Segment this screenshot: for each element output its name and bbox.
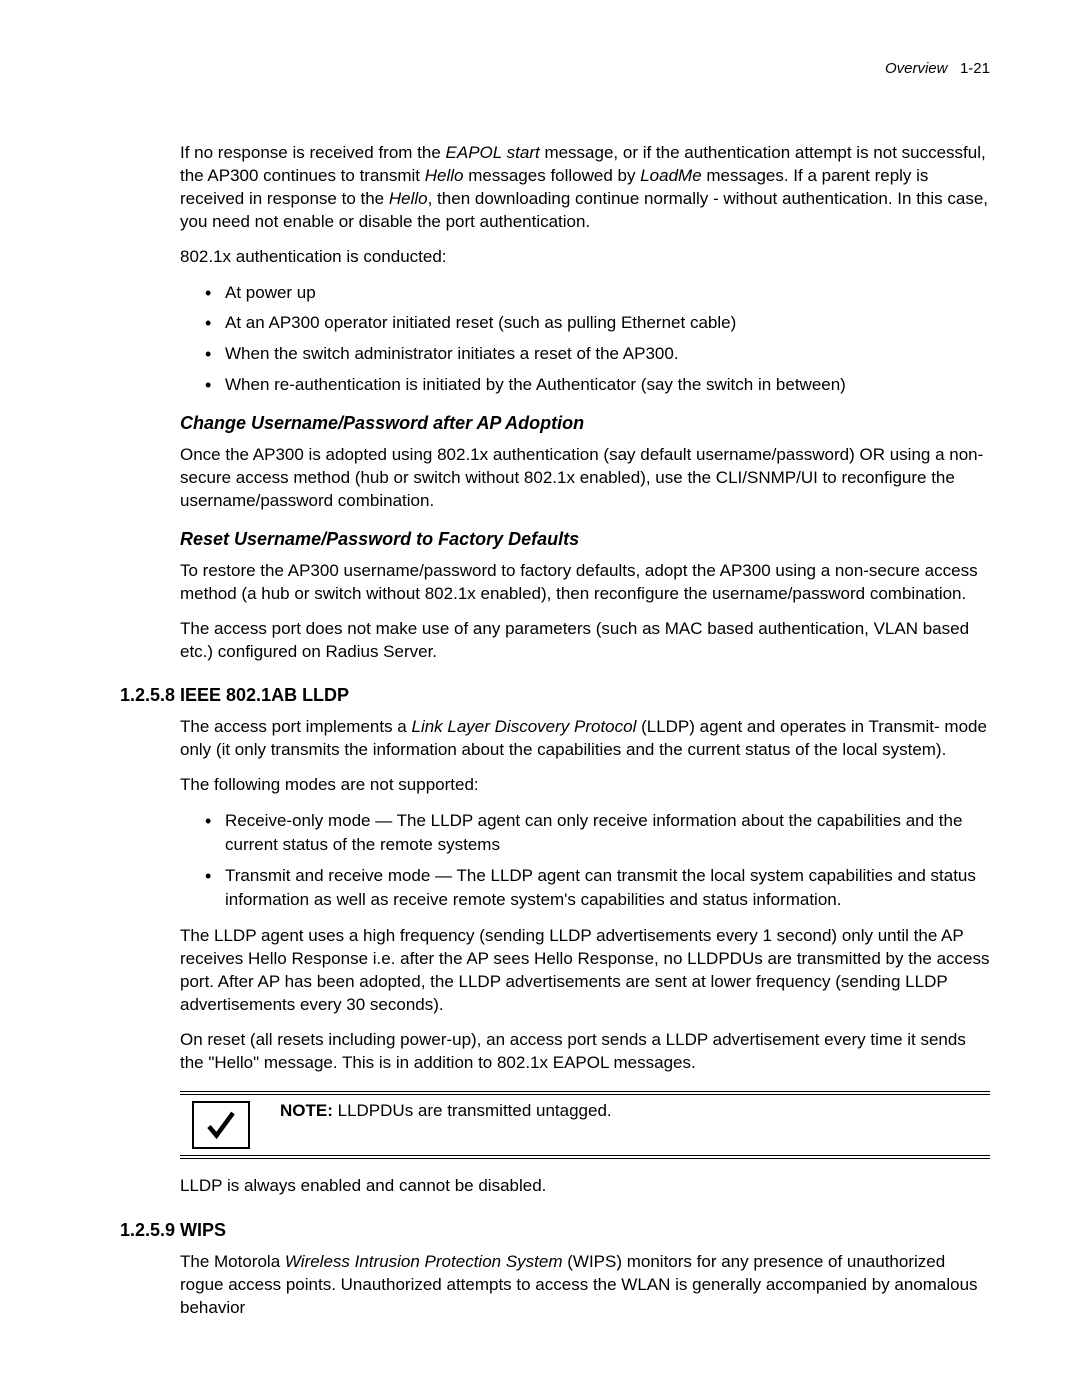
section-number: 1.2.5.8 bbox=[120, 685, 180, 706]
note-content: NOTE: LLDPDUs are transmitted untagged. bbox=[180, 1095, 990, 1155]
bullet-list: Receive-only mode — The LLDP agent can o… bbox=[205, 809, 990, 911]
paragraph: The LLDP agent uses a high frequency (se… bbox=[180, 925, 990, 1017]
paragraph: LLDP is always enabled and cannot be dis… bbox=[180, 1175, 990, 1198]
section-number: 1.2.5.9 bbox=[120, 1220, 180, 1241]
paragraph: The access port does not make use of any… bbox=[180, 618, 990, 664]
list-item: At power up bbox=[205, 281, 990, 305]
subheading: Change Username/Password after AP Adopti… bbox=[180, 413, 990, 434]
header-section: Overview bbox=[885, 60, 948, 77]
paragraph: To restore the AP300 username/password t… bbox=[180, 560, 990, 606]
paragraph: The access port implements a Link Layer … bbox=[180, 716, 990, 762]
page-header: Overview 1-21 bbox=[120, 60, 990, 77]
list-item: Transmit and receive mode — The LLDP age… bbox=[205, 864, 990, 912]
list-item: At an AP300 operator initiated reset (su… bbox=[205, 311, 990, 335]
check-icon bbox=[192, 1101, 250, 1149]
list-item: Receive-only mode — The LLDP agent can o… bbox=[205, 809, 990, 857]
bullet-list: At power up At an AP300 operator initiat… bbox=[205, 281, 990, 397]
section-title: WIPS bbox=[180, 1220, 990, 1241]
list-item: When the switch administrator initiates … bbox=[205, 342, 990, 366]
subheading: Reset Username/Password to Factory Defau… bbox=[180, 529, 990, 550]
paragraph: The following modes are not supported: bbox=[180, 774, 990, 797]
list-item: When re-authentication is initiated by t… bbox=[205, 373, 990, 397]
header-page: 1-21 bbox=[952, 60, 990, 77]
section-heading: 1.2.5.8 IEEE 802.1AB LLDP bbox=[120, 685, 990, 706]
section-heading: 1.2.5.9 WIPS bbox=[120, 1220, 990, 1241]
section-title: IEEE 802.1AB LLDP bbox=[180, 685, 990, 706]
paragraph: Once the AP300 is adopted using 802.1x a… bbox=[180, 444, 990, 513]
paragraph: On reset (all resets including power-up)… bbox=[180, 1029, 990, 1075]
note-label: NOTE: bbox=[280, 1101, 333, 1120]
paragraph: The Motorola Wireless Intrusion Protecti… bbox=[180, 1251, 990, 1320]
note-text: NOTE: LLDPDUs are transmitted untagged. bbox=[280, 1101, 612, 1121]
divider bbox=[180, 1155, 990, 1159]
paragraph: 802.1x authentication is conducted: bbox=[180, 246, 990, 269]
note-box: NOTE: LLDPDUs are transmitted untagged. bbox=[180, 1091, 990, 1159]
paragraph: If no response is received from the EAPO… bbox=[180, 142, 990, 234]
